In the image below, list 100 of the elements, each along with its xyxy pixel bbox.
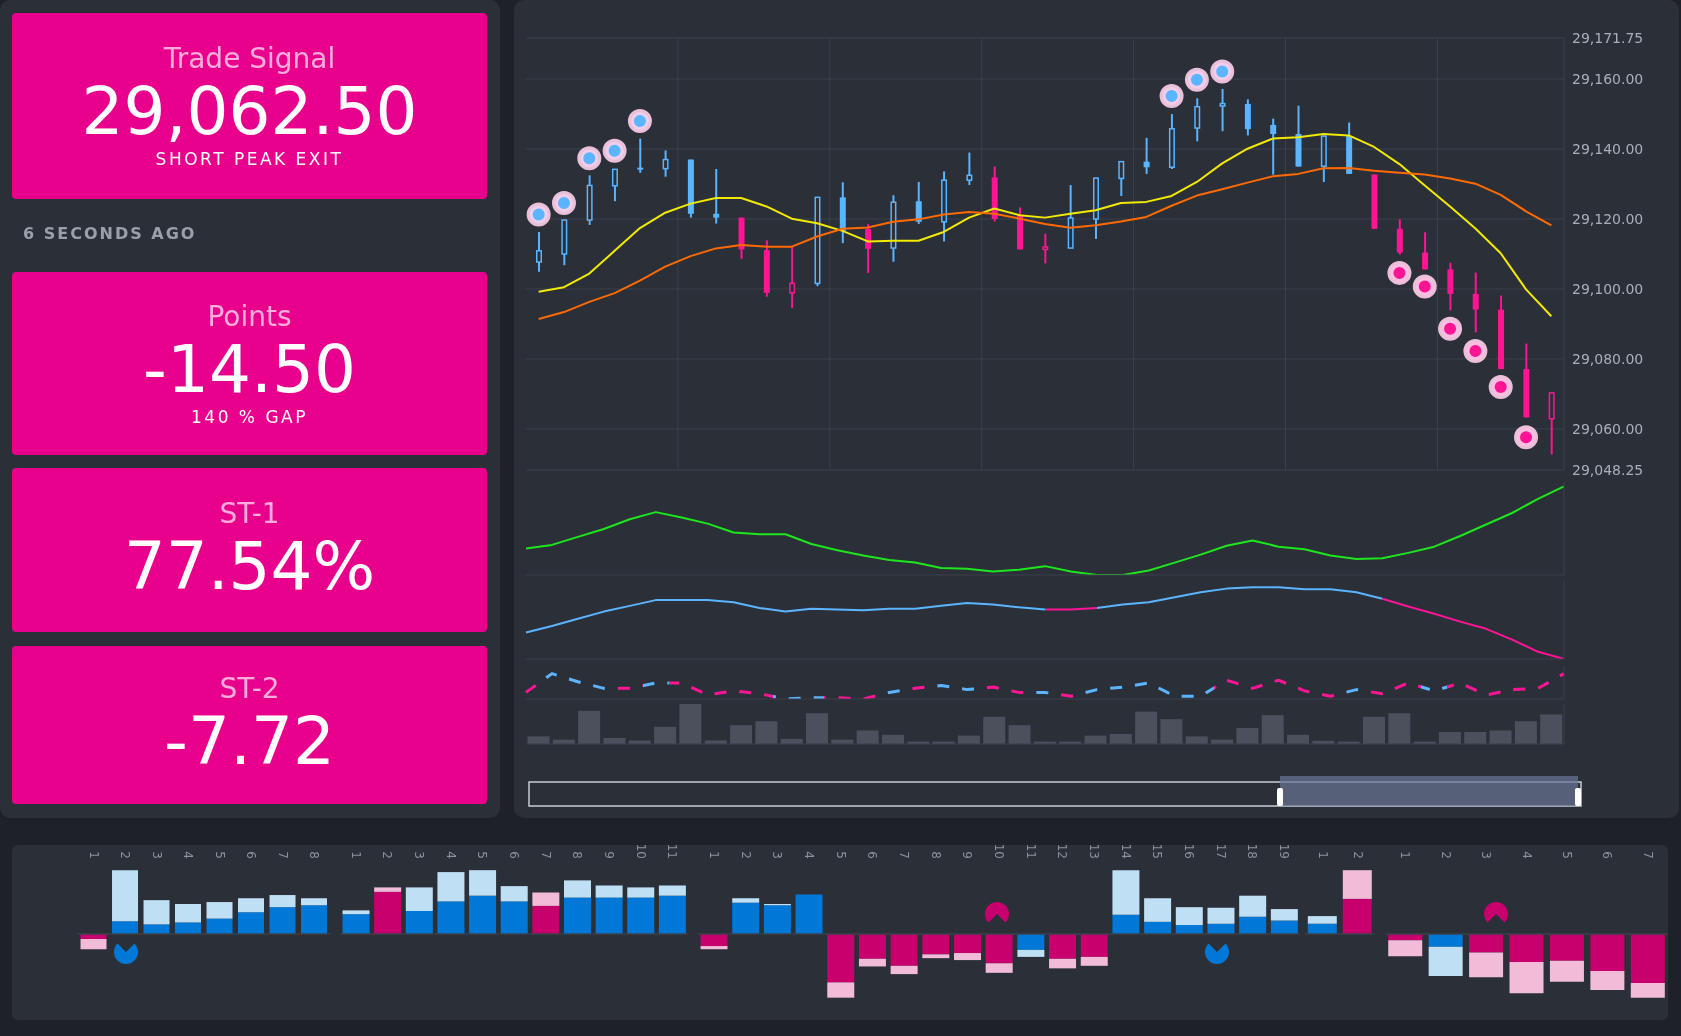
bar bbox=[500, 886, 528, 902]
bar bbox=[1049, 933, 1077, 959]
bar bbox=[342, 910, 370, 915]
point bbox=[1438, 316, 1463, 341]
bar bbox=[985, 963, 1013, 973]
candlestick bbox=[1422, 231, 1429, 271]
candlestick bbox=[536, 230, 542, 273]
bar bbox=[437, 872, 465, 902]
candlestick bbox=[662, 149, 669, 178]
bar bbox=[1080, 933, 1108, 957]
bar bbox=[1239, 916, 1267, 934]
bar bbox=[922, 933, 950, 955]
x-tick-label: 14 bbox=[1118, 843, 1133, 859]
x-tick-label: 2 bbox=[380, 851, 395, 859]
bar bbox=[827, 982, 855, 998]
bar bbox=[1049, 958, 1077, 969]
point bbox=[1463, 338, 1488, 363]
bar bbox=[1388, 940, 1423, 957]
candlestick bbox=[713, 168, 720, 225]
x-tick-label: 7 bbox=[896, 851, 911, 859]
bar bbox=[1112, 870, 1140, 915]
text: 140 % GAP bbox=[191, 405, 308, 428]
point bbox=[627, 109, 652, 134]
bar bbox=[1270, 909, 1298, 921]
x-tick-label: 2 bbox=[1350, 851, 1365, 859]
candlestick bbox=[1472, 271, 1479, 334]
text: ST-1 bbox=[219, 497, 280, 531]
bar bbox=[730, 725, 753, 744]
x-tick-label: 4 bbox=[443, 851, 458, 859]
bar bbox=[806, 713, 829, 744]
candlestick bbox=[1194, 97, 1201, 143]
x-tick-label: 15 bbox=[1150, 843, 1165, 859]
point bbox=[1210, 59, 1235, 84]
candlestick bbox=[789, 246, 796, 310]
bar bbox=[1428, 946, 1463, 977]
text: Trade Signal bbox=[163, 42, 336, 76]
bar bbox=[143, 924, 170, 934]
x-tick-label: 7 bbox=[538, 851, 553, 859]
bar bbox=[679, 704, 702, 744]
bar bbox=[1362, 716, 1385, 744]
x-tick-label: 8 bbox=[570, 851, 585, 859]
bar bbox=[658, 895, 686, 934]
y-tick-label: 29,171.75 bbox=[1572, 29, 1644, 46]
bar bbox=[627, 897, 655, 934]
x-tick-label: 17 bbox=[1213, 843, 1228, 859]
bar bbox=[1469, 933, 1504, 953]
bar bbox=[112, 870, 139, 922]
bar bbox=[755, 721, 778, 744]
line-series bbox=[537, 133, 1553, 318]
bar bbox=[1017, 949, 1045, 957]
candlestick bbox=[1118, 160, 1125, 197]
candlestick bbox=[966, 151, 973, 187]
bar bbox=[269, 907, 296, 934]
bar bbox=[1509, 933, 1544, 962]
bar bbox=[1428, 933, 1463, 947]
x-tick-label: 11 bbox=[665, 843, 680, 859]
candlestick bbox=[1270, 117, 1277, 176]
x-tick-label: 7 bbox=[275, 851, 290, 859]
y-tick-label: 29,160.00 bbox=[1572, 71, 1644, 88]
bar bbox=[1342, 870, 1372, 899]
text: -7.72 bbox=[164, 703, 335, 780]
bar bbox=[143, 900, 170, 925]
bar bbox=[1469, 952, 1504, 978]
bar bbox=[80, 939, 107, 950]
bar bbox=[374, 887, 402, 892]
bar bbox=[1270, 920, 1298, 934]
bar bbox=[1261, 715, 1284, 744]
bar bbox=[1590, 933, 1625, 971]
point bbox=[1488, 374, 1513, 399]
bar bbox=[1540, 714, 1563, 744]
bar bbox=[238, 898, 265, 913]
bar bbox=[700, 946, 728, 950]
y-tick-label: 29,140.00 bbox=[1572, 141, 1644, 158]
bar bbox=[1175, 925, 1203, 934]
point bbox=[1184, 67, 1209, 92]
bar bbox=[437, 901, 465, 934]
x-tick-label: 9 bbox=[601, 851, 616, 859]
y-tick-label: 29,080.00 bbox=[1572, 350, 1644, 367]
bar bbox=[1489, 730, 1512, 744]
bar bbox=[563, 880, 591, 898]
x-tick-label: 2 bbox=[738, 851, 753, 859]
bar bbox=[1307, 916, 1337, 924]
bar bbox=[732, 902, 760, 934]
bar bbox=[405, 910, 433, 934]
x-tick-label: 6 bbox=[1600, 851, 1615, 859]
bar bbox=[1160, 719, 1183, 744]
text: 6 SECONDS AGO bbox=[23, 224, 197, 243]
bar bbox=[595, 897, 623, 934]
x-tick-label: 16 bbox=[1182, 843, 1197, 859]
bar bbox=[858, 958, 886, 967]
bar bbox=[532, 892, 560, 906]
bar bbox=[1144, 921, 1172, 934]
bar bbox=[1008, 725, 1031, 744]
x-tick-label: 5 bbox=[475, 851, 490, 859]
point bbox=[1514, 425, 1539, 450]
bar bbox=[658, 885, 686, 896]
bar bbox=[890, 933, 918, 966]
point bbox=[577, 146, 602, 171]
bar bbox=[374, 891, 402, 934]
bar bbox=[301, 898, 328, 906]
